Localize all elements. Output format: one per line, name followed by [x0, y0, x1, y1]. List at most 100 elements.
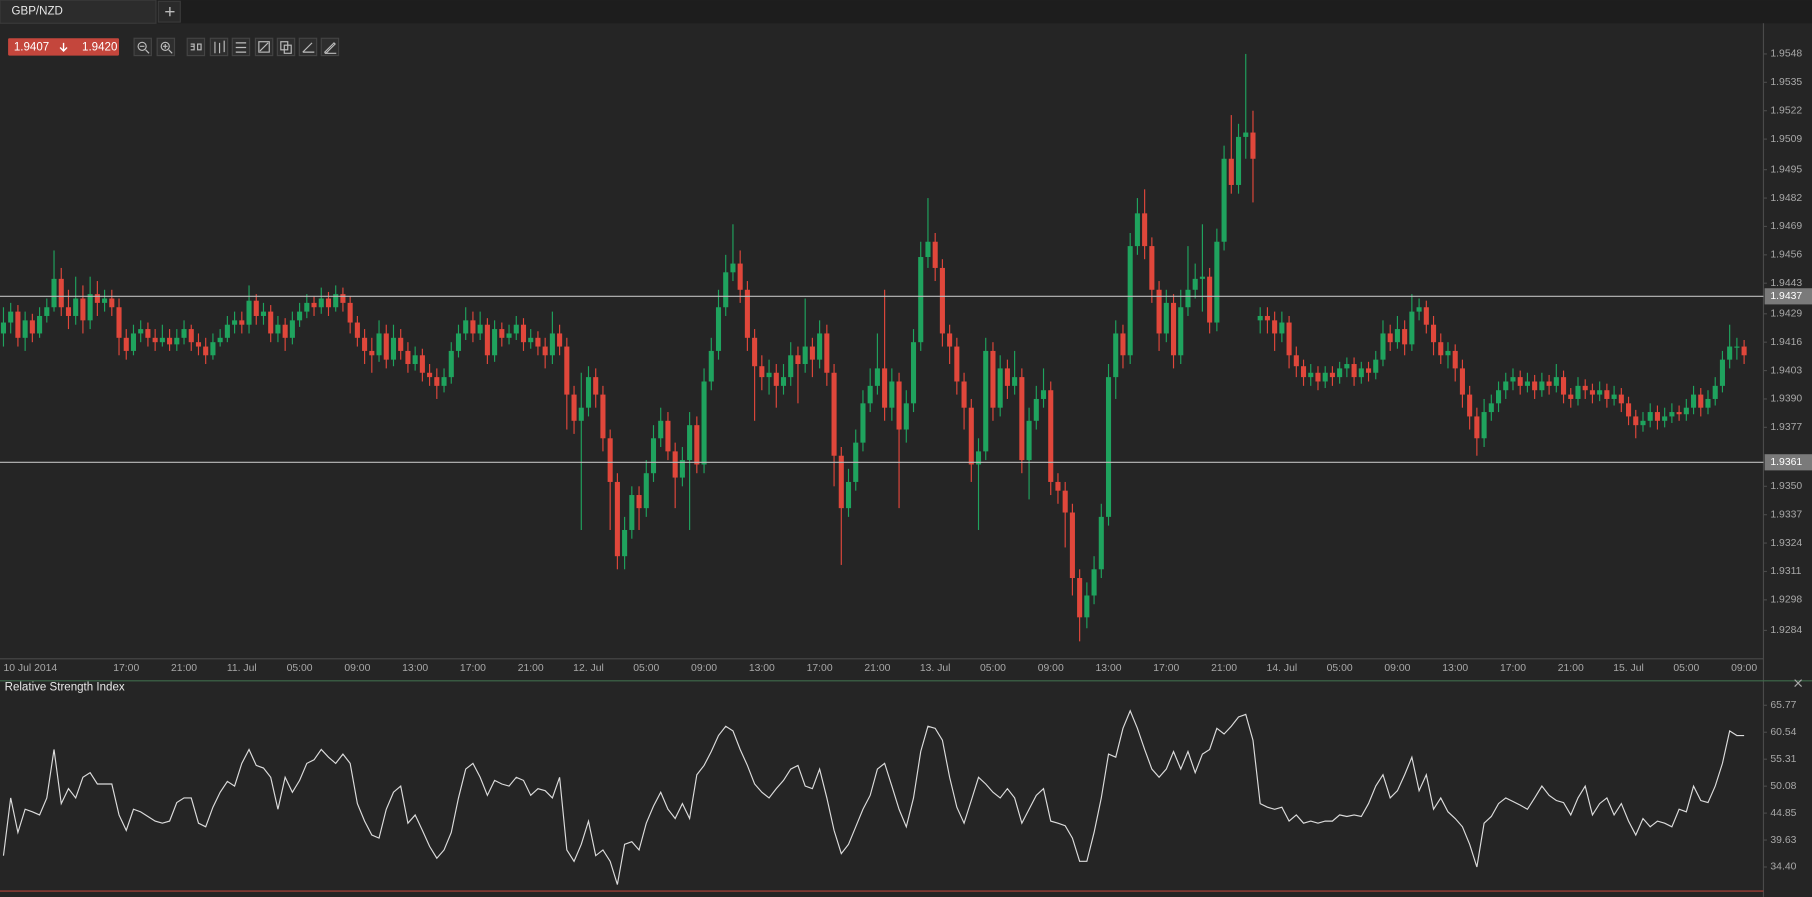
- price-level-box: [1764, 288, 1812, 305]
- candle-body: [1532, 381, 1538, 391]
- candle-body: [1012, 377, 1018, 386]
- candle-body: [333, 294, 339, 308]
- candle-body: [954, 346, 960, 382]
- candle-body: [1279, 322, 1285, 334]
- candle-body: [744, 289, 750, 338]
- candle-body: [405, 350, 411, 365]
- zoom-out[interactable]: [133, 37, 152, 57]
- candle-body: [1250, 132, 1256, 159]
- candle-body: [1098, 516, 1104, 570]
- candle-body: [376, 333, 382, 356]
- candle-body: [708, 350, 714, 382]
- candle-body: [1495, 390, 1502, 404]
- candle-body: [1676, 412, 1682, 415]
- x-tick-label: 11. Jul: [227, 663, 257, 674]
- x-tick-label: 21:00: [1558, 663, 1584, 674]
- candle-body: [773, 372, 779, 386]
- candle-body: [434, 377, 440, 386]
- y-tick-label: 1.9548: [1770, 49, 1802, 60]
- candle-body: [80, 298, 86, 321]
- candle-body: [809, 346, 815, 360]
- y-tick-label: 1.9495: [1770, 164, 1802, 175]
- candle-body: [1149, 246, 1155, 290]
- candle-body: [477, 324, 483, 334]
- candle-body: [203, 346, 209, 356]
- candle-body: [1113, 333, 1119, 378]
- x-tick-label: 09:00: [691, 663, 717, 674]
- candle-body: [448, 350, 454, 378]
- candle-body: [1611, 394, 1617, 399]
- candle-body: [1120, 333, 1126, 356]
- indicators[interactable]: [231, 37, 251, 57]
- indicator-title: Relative Strength Index: [5, 682, 125, 694]
- chart-type[interactable]: [209, 37, 229, 57]
- candle-body: [22, 320, 28, 338]
- candle-body: [1633, 416, 1639, 426]
- add-tab-button[interactable]: [157, 0, 181, 23]
- candle-body: [1214, 241, 1220, 323]
- x-tick-label: 09:00: [1384, 663, 1410, 674]
- candle-body: [73, 298, 79, 316]
- candle-body: [723, 272, 729, 308]
- candle-body: [1640, 420, 1646, 426]
- candle-body: [838, 455, 844, 509]
- x-tick-label: 21:00: [171, 663, 197, 674]
- candle-body: [715, 307, 722, 351]
- candle-body: [260, 311, 267, 316]
- candle-body: [990, 350, 996, 408]
- bid: 1.9407: [14, 42, 49, 54]
- candle-body: [1091, 569, 1097, 596]
- candle-body: [1445, 350, 1451, 356]
- candle-body: [585, 377, 592, 408]
- candle-body: [701, 381, 707, 465]
- candle-body: [29, 320, 35, 334]
- copy[interactable]: [276, 37, 296, 57]
- candle-body: [1272, 320, 1278, 334]
- candle-body: [15, 311, 21, 338]
- close-indicator[interactable]: [1794, 679, 1803, 687]
- candle-body: [167, 337, 173, 345]
- tab[interactable]: [0, 0, 157, 24]
- candle-body: [889, 381, 895, 408]
- draw-tool[interactable]: [254, 37, 274, 57]
- edit[interactable]: [320, 37, 340, 57]
- x-tick-label: 17:00: [1500, 663, 1526, 674]
- candle-body: [513, 324, 519, 334]
- candle-body: [629, 495, 635, 530]
- candle-body: [643, 473, 649, 509]
- y-tick-label: 39.63: [1770, 835, 1796, 846]
- candle-body: [1691, 394, 1697, 408]
- candle-body: [1192, 278, 1198, 290]
- x-tick-label: 09:00: [1731, 663, 1757, 674]
- quote-box[interactable]: 1.9407 1.9420: [8, 38, 120, 56]
- price-level-box: [1764, 454, 1812, 471]
- timeframe[interactable]: [186, 37, 206, 57]
- candle-body: [130, 333, 137, 351]
- candle-body: [1026, 420, 1032, 461]
- candle-body: [1582, 385, 1588, 391]
- candle-body: [939, 267, 945, 334]
- candle-body: [1004, 368, 1010, 386]
- pencil[interactable]: [298, 37, 318, 57]
- candle-body: [925, 241, 931, 258]
- y-tick-label: 1.9298: [1770, 595, 1802, 606]
- candle-body: [1048, 390, 1054, 482]
- candle-body: [1467, 394, 1473, 417]
- y-tick-label: 1.9443: [1770, 278, 1802, 289]
- x-tick-label: 05:00: [1327, 663, 1353, 674]
- y-tick-label: 1.9522: [1770, 105, 1802, 116]
- candle-body: [1308, 372, 1314, 378]
- candle-body: [752, 337, 758, 367]
- candle-body: [1503, 381, 1509, 391]
- candle-body: [412, 355, 418, 365]
- x-tick-label: 21:00: [518, 663, 544, 674]
- zoom-in[interactable]: [156, 37, 176, 57]
- candle-body: [1373, 359, 1379, 373]
- x-tick-label: 09:00: [1038, 663, 1064, 674]
- candle-body: [650, 438, 657, 474]
- tab-title: GBP/NZD: [12, 6, 63, 18]
- candle-body: [8, 311, 14, 323]
- candle-body: [1185, 289, 1191, 308]
